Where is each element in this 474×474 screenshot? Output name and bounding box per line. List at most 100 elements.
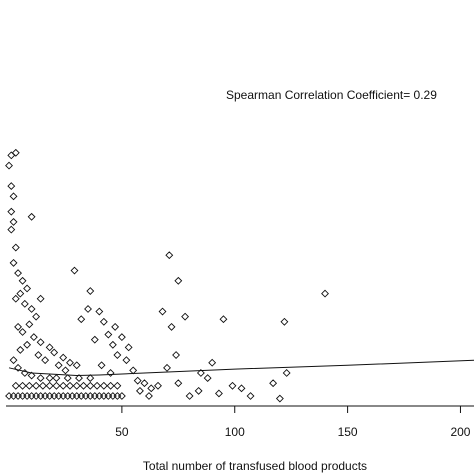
data-point <box>25 381 34 390</box>
data-point <box>9 258 18 267</box>
data-point <box>18 381 27 390</box>
data-point <box>72 392 81 400</box>
data-point <box>269 379 278 388</box>
data-point <box>154 381 162 390</box>
x-axis-label: Total number of transfused blood product… <box>143 459 367 473</box>
data-point <box>108 392 117 400</box>
data-point <box>23 392 32 400</box>
data-point <box>34 351 43 359</box>
data-point <box>99 392 108 400</box>
data-point <box>9 217 18 226</box>
data-point <box>36 374 45 383</box>
data-point <box>20 299 29 308</box>
data-point <box>18 276 27 285</box>
data-point <box>66 358 74 367</box>
data-point <box>86 392 95 400</box>
data-point <box>81 392 90 400</box>
data-point <box>68 392 77 400</box>
data-point <box>77 315 86 324</box>
data-point <box>104 330 113 339</box>
data-point <box>111 322 120 331</box>
data-point <box>129 366 138 375</box>
data-point <box>11 243 20 252</box>
data-point <box>63 392 72 400</box>
data-point <box>86 287 95 295</box>
data-point <box>9 192 18 201</box>
data-point <box>70 266 79 275</box>
data-point <box>174 379 183 388</box>
data-point <box>117 333 126 342</box>
data-point <box>32 392 41 400</box>
data-point <box>59 392 68 400</box>
data-point <box>54 392 63 400</box>
data-point <box>174 276 183 285</box>
data-point <box>84 305 92 313</box>
data-point <box>203 374 212 383</box>
data-points <box>5 148 329 403</box>
data-point <box>9 356 18 365</box>
data-point <box>72 361 81 370</box>
spearman-annotation: Spearman Correlation Coefficient= 0.29 <box>226 88 437 102</box>
data-point <box>79 381 88 390</box>
data-point <box>29 333 38 342</box>
data-point <box>167 322 176 331</box>
trend-line <box>8 359 474 377</box>
data-point <box>282 369 291 377</box>
data-point <box>275 394 284 403</box>
data-point <box>16 345 25 354</box>
data-point <box>41 392 50 400</box>
data-point <box>52 374 61 383</box>
data-point <box>108 340 117 349</box>
data-point <box>27 371 36 380</box>
data-point <box>113 381 122 390</box>
data-point <box>11 148 20 157</box>
data-point <box>14 322 22 331</box>
data-point <box>27 212 36 221</box>
data-point <box>196 369 205 377</box>
data-point <box>23 284 32 293</box>
data-point <box>86 374 95 383</box>
data-point <box>163 363 171 372</box>
data-point <box>54 361 63 370</box>
data-point <box>280 317 289 326</box>
data-point <box>5 161 13 170</box>
data-point <box>59 353 68 362</box>
data-point <box>16 289 25 298</box>
data-point <box>36 294 45 303</box>
data-point <box>18 328 27 336</box>
data-point <box>208 358 217 367</box>
data-point <box>14 269 22 278</box>
data-point <box>158 307 167 316</box>
data-point <box>237 384 246 393</box>
data-point <box>246 392 255 400</box>
data-point <box>194 386 203 395</box>
data-point <box>185 392 194 400</box>
data-point <box>113 392 122 400</box>
data-point <box>93 381 101 390</box>
data-point <box>11 381 20 390</box>
data-point <box>7 207 16 216</box>
data-point <box>181 312 190 321</box>
data-point <box>66 381 74 390</box>
data-point <box>147 384 156 393</box>
data-point <box>23 340 32 349</box>
x-tick-label: 150 <box>338 425 358 439</box>
data-point <box>7 151 16 160</box>
data-point <box>18 392 27 400</box>
x-tick-label: 50 <box>115 425 129 439</box>
data-point <box>145 392 153 400</box>
data-point <box>215 389 223 398</box>
data-point <box>63 374 72 383</box>
data-point <box>59 381 68 390</box>
data-point <box>106 381 115 390</box>
x-axis-ticks: 50 100 150 200 <box>115 406 471 439</box>
data-point <box>104 392 113 400</box>
data-point <box>36 338 45 347</box>
x-tick-label: 100 <box>225 425 245 439</box>
data-point <box>14 392 22 400</box>
data-point <box>9 392 18 400</box>
data-point <box>45 392 54 400</box>
data-point <box>7 225 16 234</box>
data-point <box>122 356 131 365</box>
